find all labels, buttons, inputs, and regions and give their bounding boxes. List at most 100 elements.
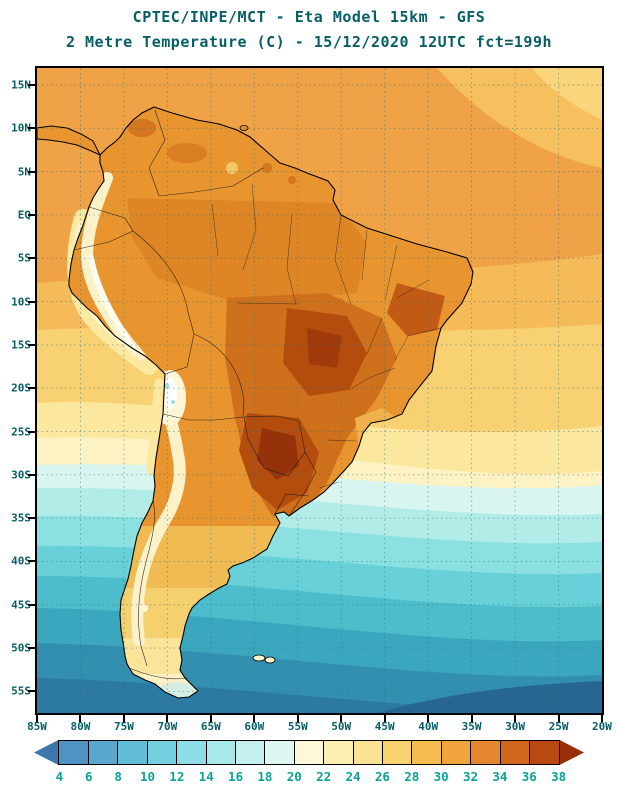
lon-label-85W: 85W <box>27 720 47 733</box>
lon-label-55W: 55W <box>287 720 308 733</box>
falkland-west-island <box>252 654 266 662</box>
colorbar-tick-22: 22 <box>316 769 332 784</box>
lat-label-35S: 35S <box>11 511 31 525</box>
colorbar-segment-18 <box>559 740 585 765</box>
colorbar-tick-16: 16 <box>228 769 244 784</box>
lat-tick <box>28 343 35 346</box>
colorbar-tick-8: 8 <box>114 769 122 784</box>
colorbar-segment-13 <box>412 740 442 765</box>
colorbar-tick-12: 12 <box>169 769 185 784</box>
lon-label-60W: 60W <box>244 720 265 733</box>
lat-tick <box>28 213 35 216</box>
lon-tick <box>166 715 169 722</box>
lat-tick <box>28 300 35 303</box>
lat-label-50S: 50S <box>11 641 31 655</box>
page-subtitle: 2 Metre Temperature (C) - 15/12/2020 12U… <box>65 33 553 51</box>
lon-tick <box>122 715 125 722</box>
lat-tick <box>28 560 35 563</box>
lat-tick <box>28 170 35 173</box>
lon-tick <box>600 715 603 722</box>
lon-tick <box>427 715 430 722</box>
lat-label-25S: 25S <box>11 425 31 439</box>
colorbar-tick-4: 4 <box>55 769 64 784</box>
lon-label-30W: 30W <box>505 720 525 733</box>
lon-tick <box>296 715 299 722</box>
lon-label-80W: 80W <box>70 720 91 733</box>
lat-label-40S: 40S <box>11 554 31 568</box>
map-frame: 15N 10N 5N EQ 5S 10S 15S 20S 25S 30S 35S 40S 45S 50S 5… <box>11 66 612 733</box>
lat-lon-gridlines <box>37 68 602 713</box>
colorbar-segment-2 <box>88 740 119 765</box>
lon-label-25W: 25W <box>548 720 569 733</box>
colorbar-tick-18: 18 <box>257 769 273 784</box>
lon-label-75W: 75W <box>113 720 134 733</box>
page-title: CPTEC/INPE/MCT - Eta Model 15km - GFS <box>132 8 486 26</box>
colorbar-tick-30: 30 <box>433 769 449 784</box>
colorbar-tick-36: 36 <box>521 769 537 784</box>
colorbar-tick-10: 10 <box>139 769 155 784</box>
colorbar-tick-38: 38 <box>551 769 567 784</box>
colorbar-segment-12 <box>383 740 413 765</box>
lat-label-15N: 15N <box>11 78 31 92</box>
lat-tick <box>28 387 35 390</box>
colorbar-segment-0 <box>33 740 59 765</box>
falkland-east-island <box>264 656 276 664</box>
lat-tick <box>28 690 35 693</box>
lat-tick <box>28 127 35 130</box>
lon-label-65W: 65W <box>200 720 221 733</box>
south-america-coastline <box>68 106 474 699</box>
colorbar-segment-6 <box>206 740 236 765</box>
colorbar-segment-7 <box>235 740 266 765</box>
colorbar-segment-17 <box>530 740 560 765</box>
lat-tick <box>28 473 35 476</box>
colorbar-tick-20: 20 <box>286 769 302 784</box>
lon-label-45W: 45W <box>374 720 395 733</box>
lon-tick <box>209 715 212 722</box>
colorbar-segment-3 <box>118 740 148 765</box>
lat-tick <box>28 647 35 650</box>
colorbar-segment-15 <box>471 740 501 765</box>
colorbar-segment-16 <box>500 740 531 765</box>
colorbar-tick-6: 6 <box>84 769 93 784</box>
lon-label-50W: 50W <box>331 720 352 733</box>
colorbar-tick-34: 34 <box>492 769 508 784</box>
lat-tick <box>28 430 35 433</box>
lon-tick <box>340 715 343 722</box>
lon-tick <box>79 715 82 722</box>
colorbar-segment-14 <box>441 740 472 765</box>
colorbar-tick-28: 28 <box>404 769 420 784</box>
lon-label-35W: 35W <box>461 720 482 733</box>
lat-label-55S: 55S <box>11 684 31 698</box>
colorbar-segment-1 <box>58 740 89 765</box>
country-borders <box>73 109 317 680</box>
lon-tick <box>253 715 256 722</box>
lat-label-5N: 5N <box>17 165 31 179</box>
colorbar-segment-10 <box>324 740 354 765</box>
state-borders <box>211 183 442 489</box>
colorbar-segment-9 <box>294 740 325 765</box>
colorbar-tick-26: 26 <box>374 769 390 784</box>
colorbar-tick-32: 32 <box>462 769 479 784</box>
lat-label-15S: 15S <box>11 338 31 352</box>
lon-label-40W: 40W <box>418 720 439 733</box>
lat-label-10S: 10S <box>11 295 31 309</box>
lat-tick <box>28 517 35 520</box>
lat-label-45S: 45S <box>11 598 31 612</box>
lat-label-10N: 10N <box>11 121 31 135</box>
lon-tick <box>36 715 38 722</box>
colorbar-tick-labels: 4 6 8 10 12 14 16 18 20 22 24 26 28 30 32 34 36 38 <box>30 769 588 787</box>
lat-label-20S: 20S <box>11 381 31 395</box>
lon-label-70W: 70W <box>157 720 178 733</box>
central-america-land <box>37 125 102 157</box>
colorbar-segment-5 <box>177 740 207 765</box>
lon-tick <box>557 715 560 722</box>
lat-tick <box>28 603 35 606</box>
colorbar-segment-4 <box>147 740 178 765</box>
colorbar <box>30 740 588 765</box>
lat-tick <box>28 257 35 260</box>
lon-tick <box>470 715 473 722</box>
colorbar-tick-14: 14 <box>198 769 214 784</box>
colorbar-segment-8 <box>265 740 295 765</box>
colorbar-tick-24: 24 <box>345 769 361 784</box>
